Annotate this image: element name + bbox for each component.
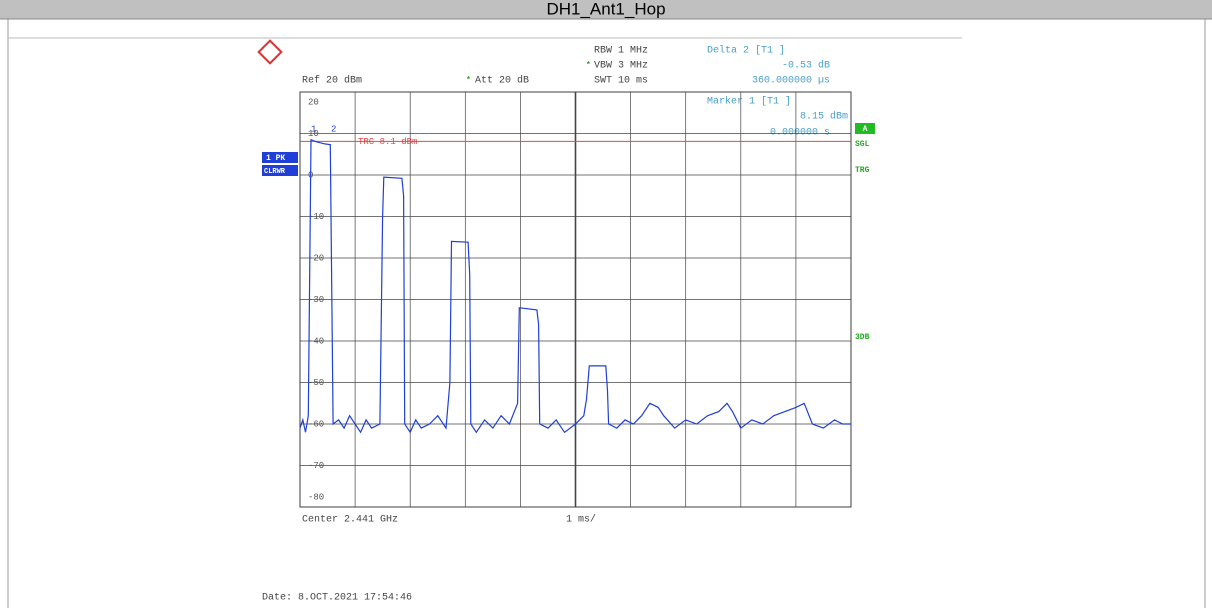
rbw: RBW 1 MHz: [594, 46, 648, 57]
ref: Ref 20 dBm: [302, 75, 362, 87]
marker-label: 1: [311, 124, 316, 134]
a-label: A: [863, 125, 868, 134]
delta-level: -0.53 dB: [782, 60, 830, 72]
y-tick-label: -70: [308, 461, 324, 471]
y-tick-label: -30: [308, 295, 324, 305]
y-tick-label: -50: [308, 378, 324, 388]
marker-time: 0.000000 s: [770, 128, 830, 139]
db-label: 3DB: [855, 333, 870, 342]
att: Att 20 dB: [475, 75, 529, 87]
y-tick-label: 10: [308, 129, 319, 139]
header-title: DH1_Ant1_Hop: [546, 0, 665, 18]
sgl-label: SGL: [855, 140, 870, 149]
y-tick-label: 20: [308, 97, 319, 107]
vbw-star: *: [586, 61, 591, 70]
y-tick-label: -10: [308, 212, 324, 222]
marker-name: Marker 1 [T1 ]: [707, 96, 791, 108]
y-tick-label: -20: [308, 253, 324, 263]
marker-level: 8.15 dBm: [800, 111, 848, 123]
vbw: VBW 3 MHz: [594, 61, 648, 72]
marker-label: 2: [331, 124, 336, 134]
span: 1 ms/: [566, 514, 596, 526]
swt: SWT 10 ms: [594, 76, 648, 87]
trace-label: 1 PK: [266, 154, 285, 163]
y-tick-label: -40: [308, 336, 324, 346]
a-box: [855, 123, 875, 134]
mode-box: [262, 165, 298, 176]
rs-logo: [257, 39, 283, 65]
trigger-label: TRG 8.1 dBm: [358, 137, 417, 147]
y-tick-label: -80: [308, 492, 324, 502]
center: Center 2.441 GHz: [302, 515, 398, 526]
header-bar: [0, 0, 1212, 19]
trace-box: [262, 152, 298, 163]
trace: [299, 138, 851, 434]
trg-label: TRG: [855, 166, 870, 175]
delta-name: Delta 2 [T1 ]: [707, 45, 785, 57]
mode-label: CLRWR: [264, 168, 286, 176]
att-star: *: [466, 76, 471, 85]
date: Date: 8.OCT.2021 17:54:46: [262, 593, 412, 604]
y-tick-label: -60: [308, 419, 324, 429]
delta-time: 360.000000 µs: [752, 76, 830, 87]
